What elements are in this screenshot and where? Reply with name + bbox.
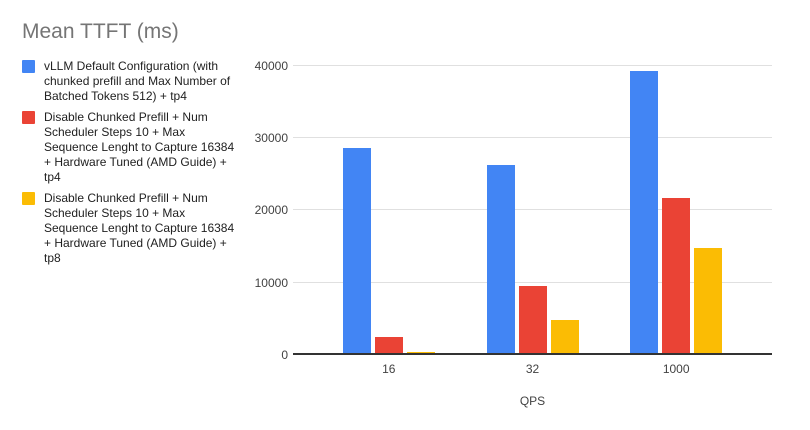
bar-group-qps-16 (342, 148, 435, 353)
bar-series1-qps-16 (342, 148, 371, 353)
legend-entry-series3: Disable Chunked Prefill + Num Scheduler … (22, 191, 240, 266)
legend-swatch-yellow-icon (22, 192, 35, 205)
gridline-10000 (293, 281, 772, 283)
chart-title: Mean TTFT (ms) (22, 20, 179, 43)
bar-series1-qps-32 (486, 165, 515, 353)
bar-series2-qps-1000 (662, 198, 691, 353)
y-tick-label-20000: 20000 (254, 203, 288, 218)
legend-label-series1: vLLM Default Configuration (with chunked… (44, 59, 231, 103)
gridline-40000 (293, 64, 772, 66)
legend-label-series3: Disable Chunked Prefill + Num Scheduler … (44, 191, 235, 265)
legend-label-series2: Disable Chunked Prefill + Num Scheduler … (44, 110, 235, 184)
gridline-30000 (293, 137, 772, 139)
bar-series2-qps-32 (518, 286, 547, 353)
x-tick-label-1000: 1000 (662, 362, 690, 376)
y-tick-label-30000: 30000 (254, 131, 288, 146)
legend: vLLM Default Configuration (with chunked… (22, 59, 240, 266)
y-tick-label-10000: 10000 (254, 275, 288, 290)
bar-series3-qps-32 (550, 320, 579, 353)
x-tick-label-16: 16 (382, 362, 396, 376)
bar-series2-qps-16 (374, 337, 403, 353)
y-tick-label-40000: 40000 (254, 58, 288, 73)
legend-swatch-red-icon (22, 111, 35, 124)
legend-entry-series2: Disable Chunked Prefill + Num Scheduler … (22, 110, 240, 185)
x-axis-labels: 16 32 1000 (293, 362, 772, 378)
y-tick-label-0: 0 (281, 348, 288, 362)
gridline-20000 (293, 209, 772, 211)
plot-area (293, 55, 772, 355)
x-axis-line (293, 353, 772, 355)
bar-group-qps-32 (486, 165, 579, 353)
bar-series1-qps-1000 (630, 71, 659, 353)
y-axis-labels: 0 10000 20000 30000 40000 (230, 55, 288, 361)
x-tick-label-32: 32 (525, 362, 540, 376)
x-axis-title: QPS (519, 394, 546, 408)
bar-group-qps-1000 (630, 71, 723, 353)
bar-series3-qps-1000 (694, 248, 723, 353)
legend-entry-series1: vLLM Default Configuration (with chunked… (22, 59, 240, 104)
bar-series3-qps-16 (406, 352, 435, 353)
legend-swatch-blue-icon (22, 60, 35, 73)
